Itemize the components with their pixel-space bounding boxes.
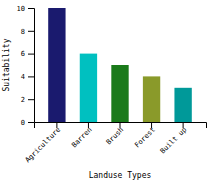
y-tick-label: 10 — [17, 5, 25, 13]
bar — [48, 8, 65, 122]
y-tick-label: 6 — [21, 50, 25, 58]
plot: 0 2 4 6 8 10 Agriculture Barren Brush ForestBuilt… — [17, 5, 207, 165]
y-tick-mark — [28, 8, 34, 9]
y-tick-mark — [28, 54, 34, 55]
y-tick: 10 — [17, 5, 34, 13]
y-tick: 0 — [21, 119, 34, 127]
x-tick: Barren — [70, 122, 94, 149]
y-tick: 4 — [21, 73, 34, 81]
y-axis-title: Suitability — [2, 38, 11, 91]
x-axis: Agriculture Barren Brush ForestBuilt up — [24, 122, 207, 164]
y-tick-label: 2 — [21, 96, 25, 104]
y-tick: 8 — [21, 28, 34, 36]
y-tick-label: 4 — [21, 73, 25, 81]
x-tick-label: Forest — [133, 126, 157, 150]
chart: 0 2 4 6 8 10 Agriculture Barren Brush ForestBuilt… — [0, 0, 214, 182]
y-tick-mark — [28, 76, 34, 77]
y-tick-mark — [28, 122, 34, 123]
x-tick-label: Brush — [105, 126, 126, 147]
bar — [80, 54, 97, 122]
bar — [174, 88, 191, 122]
x-tick: Agriculture — [24, 122, 62, 164]
x-tick-label: Agriculture — [24, 126, 62, 164]
bars — [48, 8, 192, 122]
x-tick-label: Built up — [159, 126, 188, 155]
bar — [143, 76, 160, 122]
y-tick-label: 8 — [21, 28, 25, 36]
y-axis-line — [28, 9, 35, 123]
y-tick: 2 — [21, 96, 34, 104]
bar — [111, 65, 128, 122]
x-tick: Brush — [105, 122, 126, 146]
x-tick: Built up — [159, 122, 188, 155]
y-axis: 0 2 4 6 8 10 — [17, 5, 35, 127]
x-tick: Forest — [133, 122, 157, 149]
y-tick-label: 0 — [21, 119, 25, 127]
x-tick-label: Barren — [70, 126, 94, 150]
x-axis-title: Landuse Types — [89, 171, 152, 180]
y-tick: 6 — [21, 50, 34, 58]
y-tick-mark — [28, 99, 34, 100]
y-tick-mark — [28, 31, 34, 32]
